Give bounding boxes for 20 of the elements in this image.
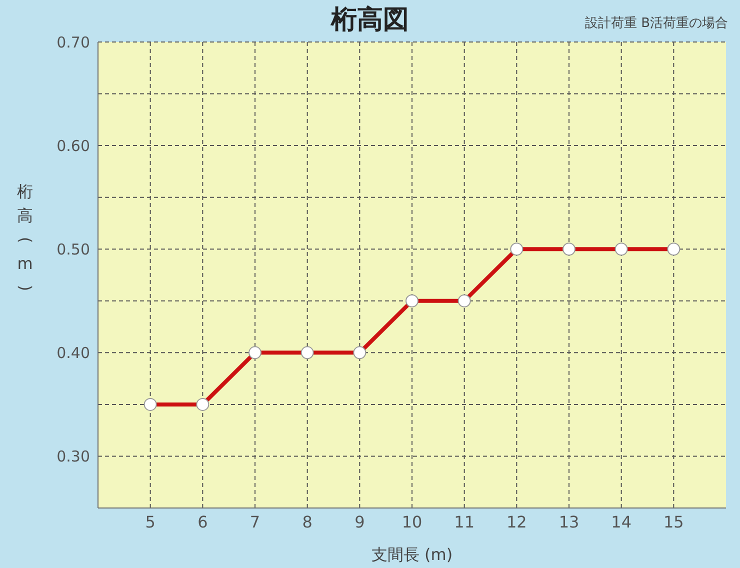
x-tick-label: 5 <box>145 512 156 532</box>
x-tick-label: 10 <box>402 512 422 532</box>
y-axis-title: 桁高(m) <box>15 181 36 294</box>
x-tick-label: 14 <box>611 512 632 532</box>
x-tick-label: 7 <box>250 512 260 532</box>
y-tick-label: 0.60 <box>56 136 90 155</box>
y-tick-label: 0.70 <box>56 33 90 52</box>
x-tick-label: 15 <box>663 512 684 532</box>
y-tick-label: 0.30 <box>56 448 90 466</box>
x-axis-title: 支間長 (m) <box>371 545 453 564</box>
x-tick-label: 11 <box>454 512 475 532</box>
y-tick-label: 0.40 <box>56 344 90 362</box>
chart-subtitle: 設計荷重 B活荷重の場合 <box>584 15 728 32</box>
x-tick-label: 13 <box>558 512 580 532</box>
x-tick-label: 12 <box>506 512 527 532</box>
x-tick-label: 6 <box>198 512 208 532</box>
chart-title: 桁高図 <box>331 5 409 35</box>
x-tick-label: 9 <box>354 512 365 532</box>
y-tick-label: 0.50 <box>56 240 90 258</box>
x-tick-label: 8 <box>302 512 312 532</box>
